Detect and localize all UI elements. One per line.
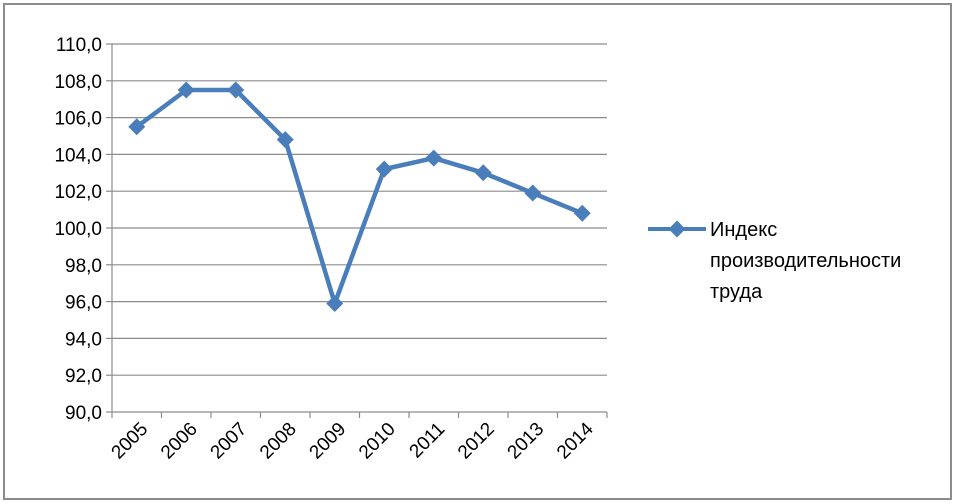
x-tick-label: 2011	[406, 419, 450, 463]
y-tick-label: 102,0	[54, 182, 102, 203]
x-tick-label: 2007	[207, 419, 252, 464]
x-tick-label: 2006	[157, 419, 202, 464]
data-point-marker	[276, 131, 294, 149]
y-tick-label: 90,0	[65, 403, 102, 424]
x-tick-label: 2014	[553, 418, 598, 463]
y-tick-label: 108,0	[54, 72, 102, 93]
data-point-marker	[524, 184, 542, 202]
x-tick-label: 2005	[108, 419, 153, 464]
y-tick-label: 106,0	[54, 109, 102, 130]
data-point-marker	[326, 294, 344, 312]
x-tick-label: 2010	[355, 419, 400, 464]
y-tick-label: 96,0	[65, 293, 102, 314]
x-tick-label: 2008	[256, 419, 301, 464]
legend-marker-diamond	[668, 220, 686, 238]
data-point-marker	[227, 81, 245, 99]
data-point-marker	[177, 81, 195, 99]
legend-label-line-2: производительности	[710, 250, 901, 272]
legend-label-line-3: труда	[710, 281, 763, 303]
data-point-marker	[425, 149, 443, 167]
axes	[106, 43, 608, 418]
y-tick-label: 92,0	[65, 366, 102, 387]
y-tick-label: 110,0	[56, 35, 102, 56]
legend: Индекс производительности труда	[648, 219, 901, 303]
x-axis-tick-labels: 2005 2006 2007 2008 2009 2010 2011 2012 2013 2014	[108, 418, 599, 463]
y-tick-label: 94,0	[65, 329, 102, 350]
data-point-marker	[128, 118, 146, 136]
y-axis-tick-labels: 90,0 92,0 94,0 96,0 98,0 100,0 102,0 104,0 106,0…	[54, 35, 102, 424]
legend-label-line-1: Индекс	[710, 219, 777, 241]
y-tick-label: 104,0	[54, 145, 102, 166]
x-tick-label: 2013	[504, 419, 549, 464]
x-tick-label: 2012	[454, 419, 499, 464]
series-line	[135, 87, 584, 306]
data-point-marker	[474, 164, 492, 182]
data-point-marker	[375, 160, 393, 178]
series-group	[128, 81, 591, 312]
y-tick-label: 100,0	[54, 219, 102, 240]
data-point-marker	[573, 204, 591, 222]
x-tick-label: 2009	[306, 419, 351, 464]
y-tick-label: 98,0	[65, 256, 102, 277]
